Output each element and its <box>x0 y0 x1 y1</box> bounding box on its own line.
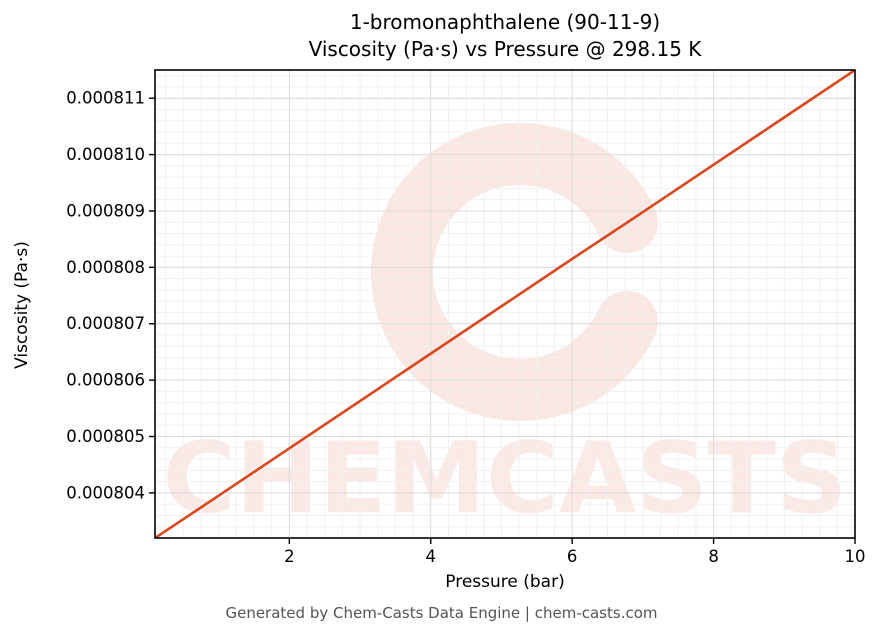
svg-text:10: 10 <box>845 547 866 566</box>
svg-text:0.000808: 0.000808 <box>66 258 145 277</box>
svg-text:0.000810: 0.000810 <box>66 145 145 164</box>
x-axis-label: Pressure (bar) <box>445 572 565 592</box>
svg-text:0.000804: 0.000804 <box>66 483 145 502</box>
svg-text:0.000806: 0.000806 <box>66 371 145 390</box>
grid-minor <box>155 70 855 538</box>
svg-text:CHEMCASTS: CHEMCASTS <box>163 422 848 536</box>
svg-text:0.000805: 0.000805 <box>66 427 145 446</box>
chart-title-line2: Viscosity (Pa·s) vs Pressure @ 298.15 K <box>308 37 702 61</box>
tick-labels: 2 4 6 8 10 0.000804 0.000805 0.000806 0.000807 0.… <box>66 89 865 566</box>
y-axis-label: Viscosity (Pa·s) <box>12 241 32 369</box>
svg-text:8: 8 <box>708 547 719 566</box>
svg-text:0.000809: 0.000809 <box>66 201 145 220</box>
series-line <box>155 70 855 538</box>
footer-attribution: Generated by Chem-Casts Data Engine | ch… <box>225 604 658 622</box>
chart-title-line1: 1-bromonaphthalene (90-11-9) <box>349 10 661 34</box>
svg-text:0.000811: 0.000811 <box>66 89 145 108</box>
tick-marks <box>149 97 856 544</box>
svg-text:2: 2 <box>284 547 295 566</box>
svg-text:4: 4 <box>426 547 437 566</box>
svg-text:0.000807: 0.000807 <box>66 314 145 333</box>
axes-spines <box>154 69 856 539</box>
watermark: CHEMCASTS <box>163 123 848 536</box>
svg-text:6: 6 <box>567 547 578 566</box>
